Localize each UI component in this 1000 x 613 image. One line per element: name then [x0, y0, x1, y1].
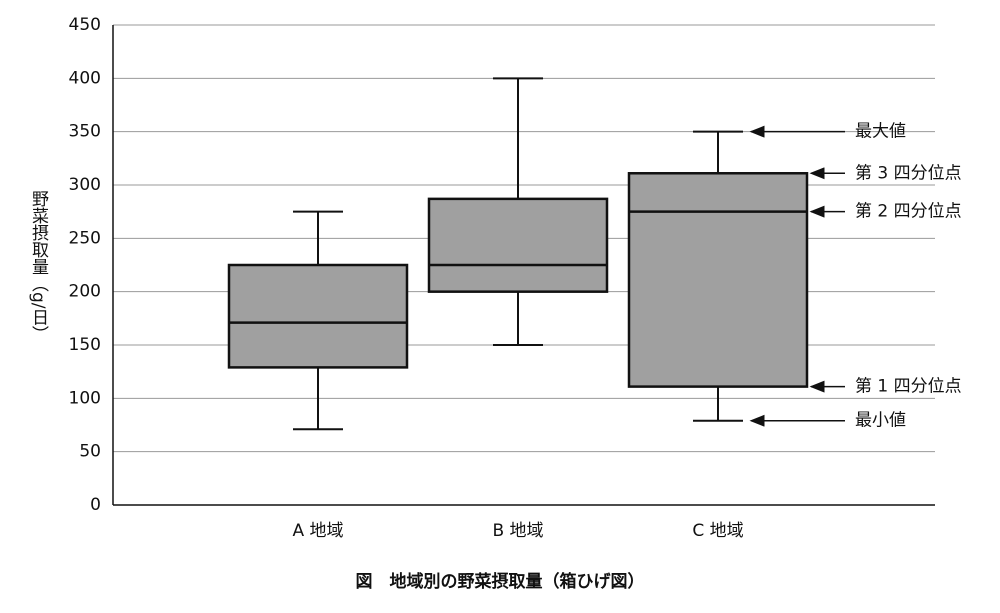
y-tick-label: 150 [69, 335, 101, 355]
annotation: 最小値 [855, 411, 906, 431]
y-tick-label: 50 [79, 442, 101, 462]
box [427, 197, 609, 293]
y-tick-label: 200 [69, 282, 101, 302]
y-tick-label: 100 [69, 388, 101, 408]
y-tick-label: 0 [90, 495, 101, 515]
x-tick-label: B 地域 [492, 521, 543, 541]
x-tick-label: A 地域 [292, 521, 343, 541]
y-axis-label: 野菜摂取量（g/日） [28, 190, 49, 343]
annotation: 第 1 四分位点 [855, 377, 962, 397]
y-tick-label: 350 [69, 122, 101, 142]
x-tick-label: C 地域 [692, 521, 743, 541]
annotation: 第 3 四分位点 [855, 163, 962, 183]
box [627, 172, 809, 388]
annotation: 最大値 [855, 122, 906, 142]
y-tick-label: 450 [69, 15, 101, 35]
y-tick-label: 250 [69, 228, 101, 248]
y-tick-label: 400 [69, 68, 101, 88]
chart-title: 図 地域別の野菜摂取量（箱ひげ図） [356, 571, 645, 592]
annotation: 第 2 四分位点 [855, 202, 962, 222]
box [227, 263, 409, 369]
y-tick-label: 300 [69, 175, 101, 195]
